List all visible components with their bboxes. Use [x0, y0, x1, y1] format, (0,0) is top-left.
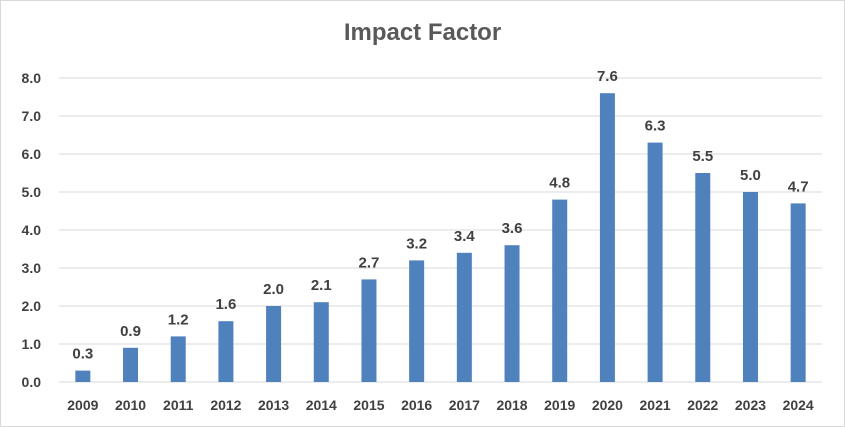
data-label-2023: 5.0: [740, 167, 761, 184]
x-tick-label: 2020: [592, 397, 623, 413]
y-tick-label: 8.0: [22, 70, 42, 86]
data-label-2017: 3.4: [454, 228, 476, 245]
bar-2023: [742, 192, 758, 382]
x-tick-label: 2009: [67, 397, 98, 413]
y-tick-label: 3.0: [22, 260, 42, 276]
x-tick-label: 2017: [449, 397, 480, 413]
bar-2014: [313, 302, 329, 382]
gridlines: [59, 77, 822, 383]
bar-2015: [361, 279, 377, 382]
bar-2018: [504, 245, 520, 382]
bar-2024: [790, 203, 806, 382]
y-axis-ticks: 0.0 1.0 2.0 3.0 4.0 5.0 6.0 7.0 8.0: [22, 70, 42, 390]
x-tick-label: 2015: [353, 397, 384, 413]
x-axis-ticks: 2009 2010 2011 2012 2013 2014 2015 2016 2017 2018…: [67, 397, 814, 413]
data-label-2011: 1.2: [168, 311, 189, 328]
x-tick-label: 2021: [640, 397, 671, 413]
y-tick-label: 2.0: [22, 298, 42, 314]
x-tick-label: 2024: [783, 397, 814, 413]
bar-2019: [552, 199, 568, 382]
y-tick-label: 4.0: [22, 222, 42, 238]
x-tick-label: 2022: [687, 397, 718, 413]
bar-2017: [456, 252, 472, 382]
data-label-2012: 1.6: [215, 296, 236, 313]
x-tick-label: 2016: [401, 397, 432, 413]
bar-2012: [218, 321, 234, 382]
bar-2013: [266, 306, 282, 382]
bar-2011: [170, 336, 186, 382]
bar-2009: [75, 370, 91, 382]
bars: [75, 93, 806, 382]
bar-2022: [695, 173, 711, 382]
data-label-2022: 5.5: [692, 148, 713, 165]
bar-2010: [123, 347, 139, 382]
data-label-2018: 3.6: [502, 220, 523, 237]
data-label-2021: 6.3: [645, 118, 666, 135]
data-label-2016: 3.2: [406, 235, 427, 252]
data-label-2024: 4.7: [788, 178, 809, 195]
data-labels: 0.3 0.9 1.2 1.6 2.0 2.1 2.7 3.2 3.4 3.6 4.8 7.6 6.3 5…: [72, 68, 808, 362]
data-label-2015: 2.7: [359, 254, 380, 271]
y-tick-label: 7.0: [22, 108, 42, 124]
data-label-2010: 0.9: [120, 323, 141, 340]
bar-2020: [599, 93, 615, 382]
data-label-2013: 2.0: [263, 281, 284, 298]
x-tick-label: 2011: [163, 397, 194, 413]
bar-2016: [409, 260, 425, 382]
data-label-2019: 4.8: [549, 175, 570, 192]
x-tick-label: 2019: [544, 397, 575, 413]
data-label-2009: 0.3: [72, 346, 93, 363]
y-tick-label: 1.0: [22, 336, 42, 352]
chart-title: Impact Factor: [343, 19, 502, 46]
x-tick-label: 2013: [258, 397, 289, 413]
x-tick-label: 2018: [496, 397, 527, 413]
bar-2021: [647, 142, 663, 382]
data-label-2014: 2.1: [311, 277, 332, 294]
data-label-2020: 7.6: [597, 68, 618, 85]
y-tick-label: 5.0: [22, 184, 42, 200]
x-tick-label: 2014: [306, 397, 337, 413]
x-tick-label: 2023: [735, 397, 766, 413]
x-tick-label: 2010: [115, 397, 146, 413]
x-tick-label: 2012: [210, 397, 241, 413]
y-tick-label: 6.0: [22, 146, 42, 162]
y-tick-label: 0.0: [22, 374, 42, 390]
